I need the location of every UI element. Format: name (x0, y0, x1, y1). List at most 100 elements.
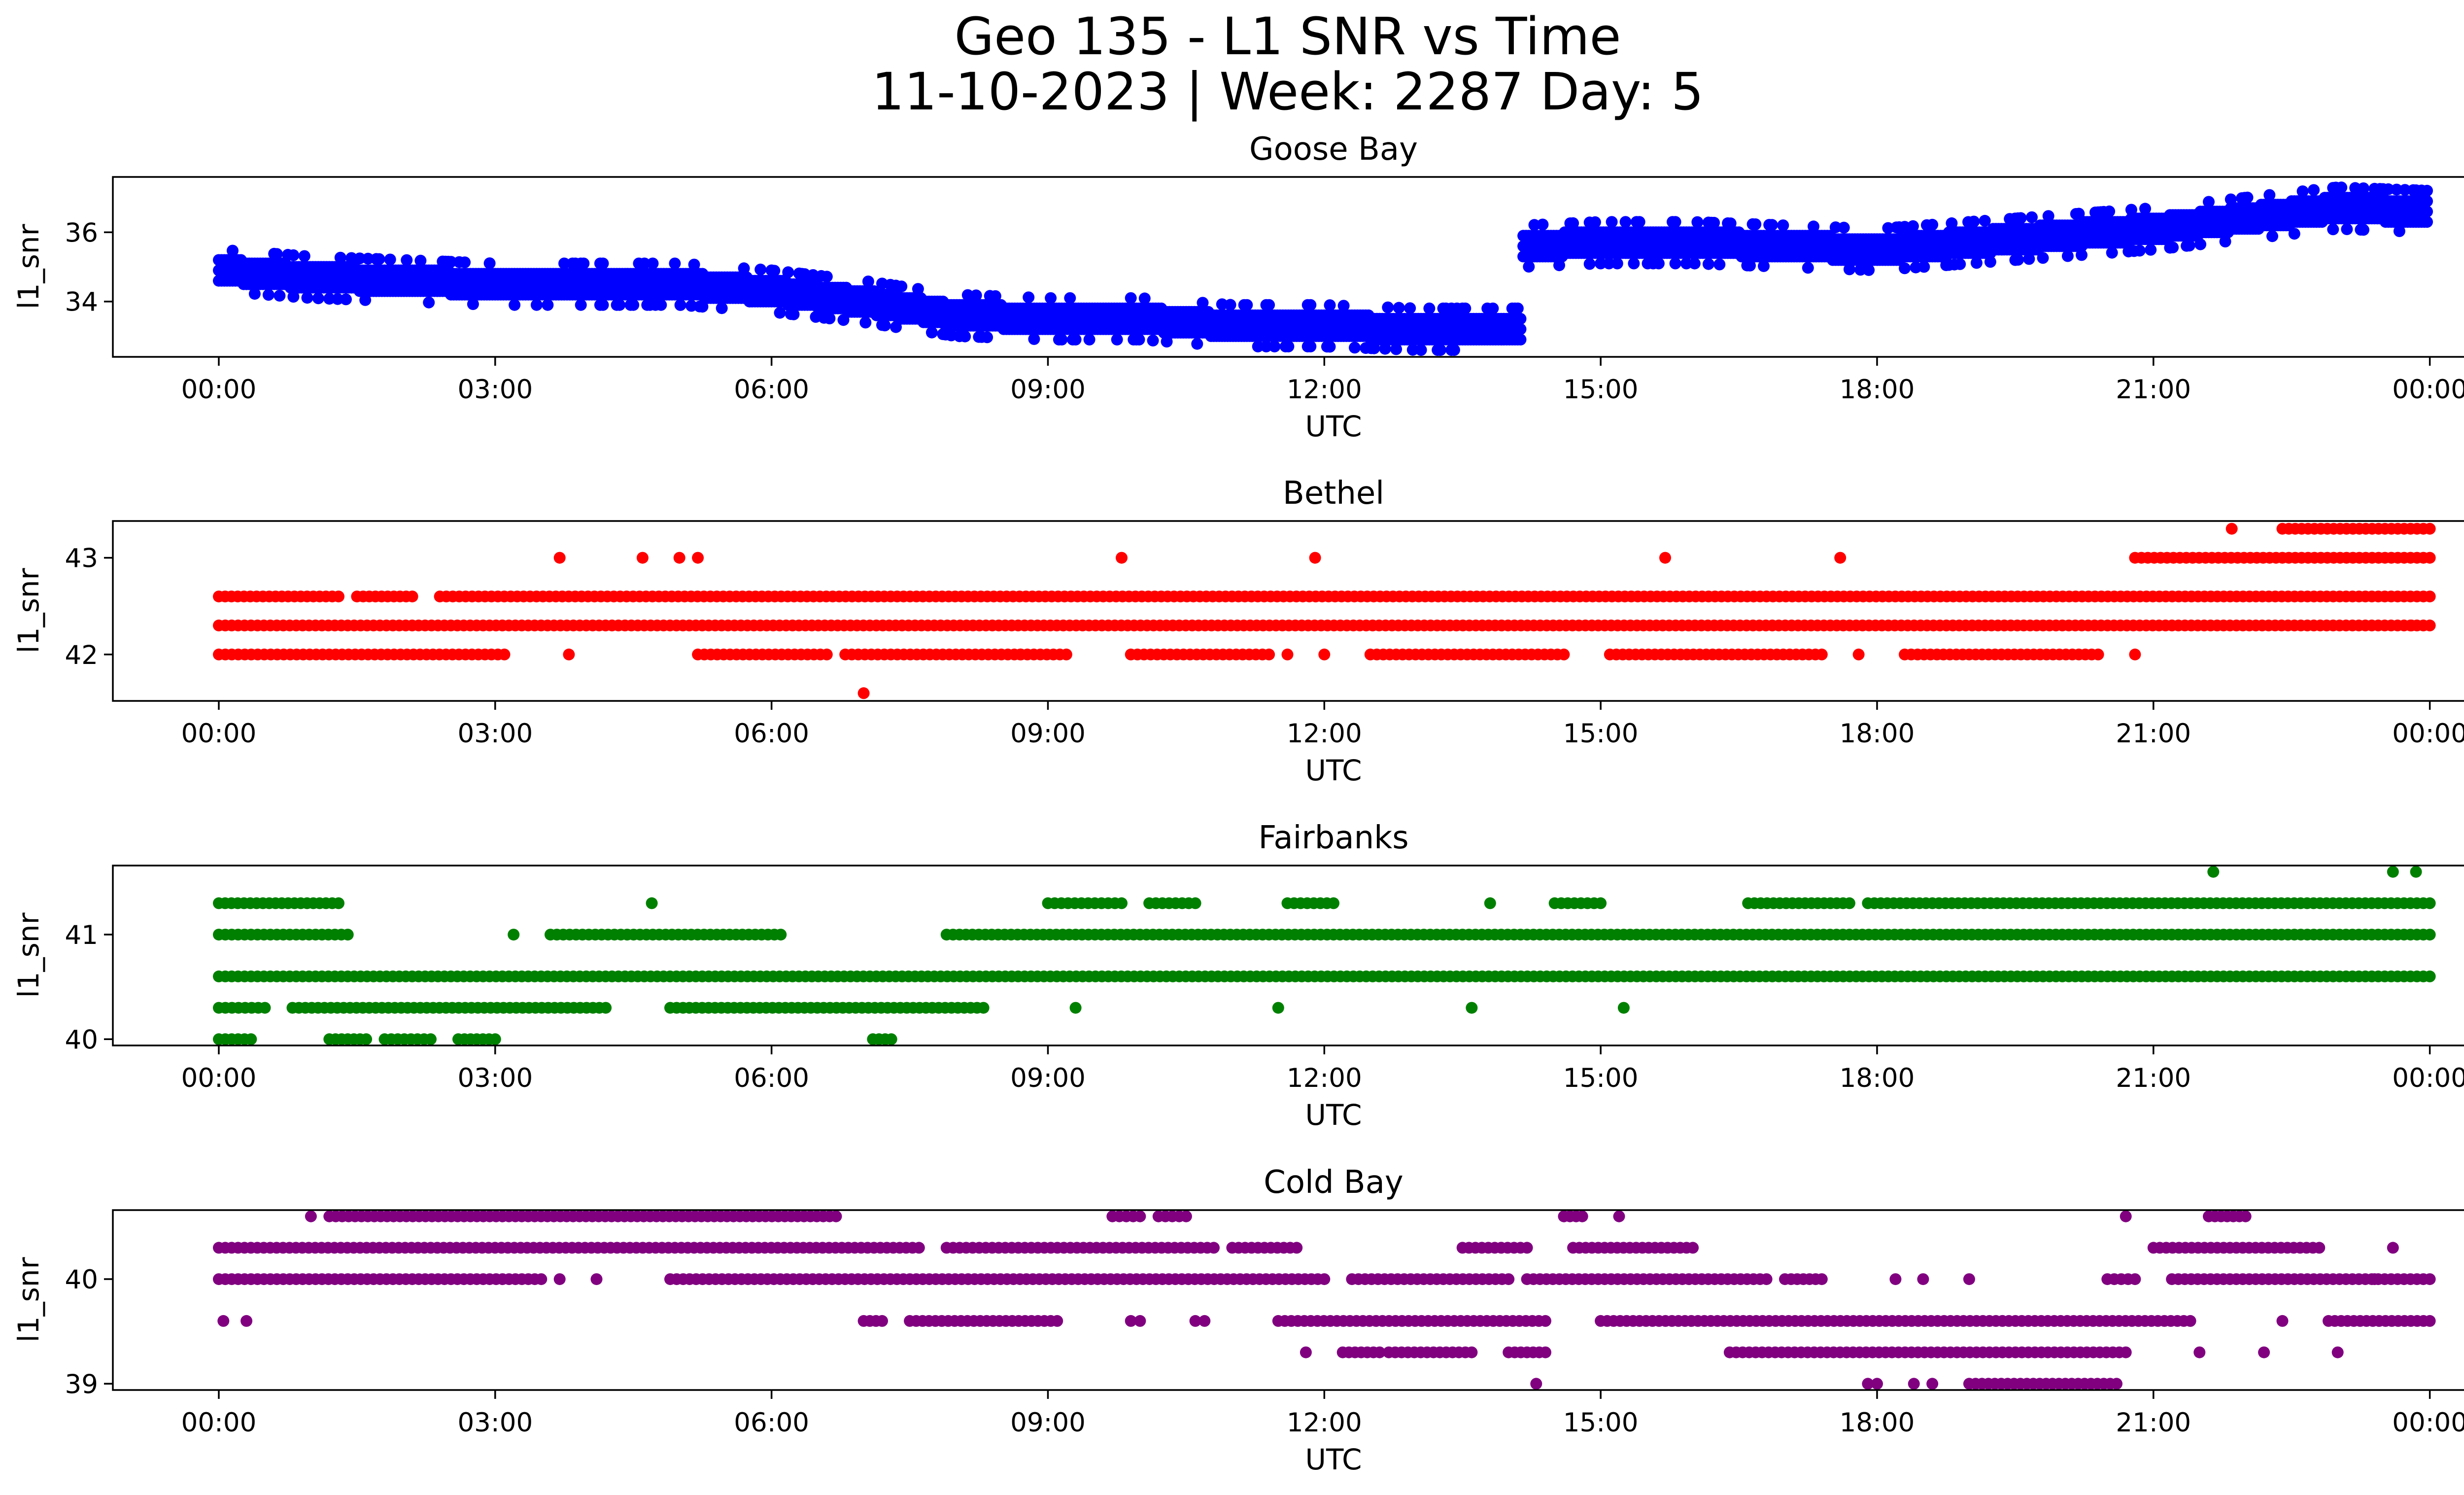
data-point (425, 1033, 437, 1045)
data-point (342, 929, 354, 941)
data-point (1829, 221, 1842, 234)
scatter-points-bethel (213, 522, 2436, 699)
data-point (821, 648, 833, 661)
data-point (287, 291, 300, 303)
x-tick-label: 06:00 (734, 1063, 809, 1093)
x-tick-label: 18:00 (1840, 1063, 1915, 1093)
panel-cold-bay: Cold Bay 00:00 03:00 06:00 09:00 12:00 15:00 1… (12, 1164, 2464, 1476)
data-point (1263, 648, 1275, 661)
data-point (1852, 648, 1865, 661)
panel-fairbanks: Fairbanks 00:00 03:00 06:00 09:00 12:00 15:00… (12, 820, 2464, 1132)
data-point (1404, 302, 1416, 314)
x-axis-label-bethel: UTC (1305, 754, 1362, 787)
data-point (373, 253, 385, 265)
data-point (1116, 897, 1128, 909)
figure-title-line2: 11-10-2023 | Week: 2287 Day: 5 (872, 62, 1704, 122)
data-point (271, 248, 283, 260)
data-point (1918, 261, 1930, 273)
data-point (1583, 258, 1596, 270)
data-point (553, 552, 566, 564)
data-point (1603, 257, 1615, 270)
data-point (1843, 897, 1855, 909)
data-point (1688, 257, 1701, 270)
data-point (2288, 228, 2300, 240)
data-point (655, 299, 667, 311)
data-point (1619, 216, 1632, 228)
y-axis-label-goose-bay: l1_snr (12, 224, 45, 309)
data-point (2076, 249, 2088, 261)
data-point (1281, 648, 1294, 661)
data-point (775, 929, 787, 941)
data-point (597, 257, 609, 270)
data-point (977, 1002, 990, 1014)
x-tick-label: 06:00 (734, 375, 809, 405)
data-point (1558, 648, 1570, 661)
y-tick-label: 43 (65, 544, 98, 574)
data-point (1708, 216, 1720, 229)
x-tick-label: 06:00 (734, 719, 809, 749)
data-point (2129, 648, 2141, 661)
data-point (1282, 340, 1295, 352)
data-point (1180, 1210, 1192, 1222)
data-point (298, 250, 310, 262)
x-axis-goose-bay: 00:00 03:00 06:00 09:00 12:00 15:00 18:00 21:00… (181, 357, 2464, 405)
data-point (2421, 184, 2433, 197)
data-point (2241, 191, 2254, 204)
data-point (1111, 333, 1123, 346)
data-point (1161, 336, 1173, 348)
x-tick-label: 15:00 (1563, 719, 1639, 749)
data-point (970, 289, 982, 302)
data-point (1834, 552, 1847, 564)
x-tick-label: 15:00 (1563, 1063, 1639, 1093)
data-point (1382, 301, 1394, 313)
data-point (1954, 258, 1966, 270)
data-point (2103, 205, 2116, 217)
data-point (1713, 258, 1726, 271)
figure-title-line1: Geo 135 - L1 SNR vs Time (954, 6, 1621, 67)
data-point (362, 252, 374, 265)
data-point (1749, 218, 1762, 230)
data-point (1028, 333, 1040, 345)
data-point (1808, 220, 1819, 233)
data-point (1291, 1242, 1303, 1254)
data-point (575, 299, 587, 311)
data-point (530, 299, 543, 311)
data-point (414, 254, 427, 267)
y-tick-label: 40 (65, 1025, 98, 1055)
data-point (2424, 970, 2436, 982)
x-tick-label: 03:00 (457, 1063, 533, 1093)
data-point (384, 253, 396, 266)
data-point (1514, 333, 1527, 346)
data-point (483, 257, 496, 270)
data-point (1324, 341, 1336, 353)
x-tick-label: 18:00 (1840, 375, 1915, 405)
scatter-points-cold-bay (213, 1210, 2436, 1390)
x-tick-label: 21:00 (2116, 375, 2191, 405)
data-point (1669, 257, 1681, 270)
data-point (857, 687, 870, 699)
y-axis-label-bethel: l1_snr (12, 568, 45, 653)
data-point (614, 299, 626, 311)
data-point (692, 552, 704, 564)
data-point (354, 252, 366, 265)
data-point (1617, 1002, 1630, 1014)
data-point (1691, 216, 1704, 228)
data-point (912, 283, 924, 295)
data-point (1304, 340, 1317, 352)
data-point (1899, 262, 1911, 275)
data-point (1448, 344, 1460, 356)
data-point (333, 591, 344, 603)
data-point (1802, 262, 1814, 274)
data-point (498, 648, 511, 661)
data-point (1968, 215, 1980, 228)
data-point (1268, 340, 1281, 352)
data-point (1514, 313, 1527, 325)
data-point (1628, 257, 1640, 270)
data-point (345, 252, 358, 264)
x-axis-label-goose-bay: UTC (1305, 410, 1362, 443)
panel-title-bethel: Bethel (1283, 475, 1384, 512)
data-point (489, 1033, 501, 1045)
data-point (1197, 297, 1209, 309)
data-point (1083, 333, 1095, 346)
